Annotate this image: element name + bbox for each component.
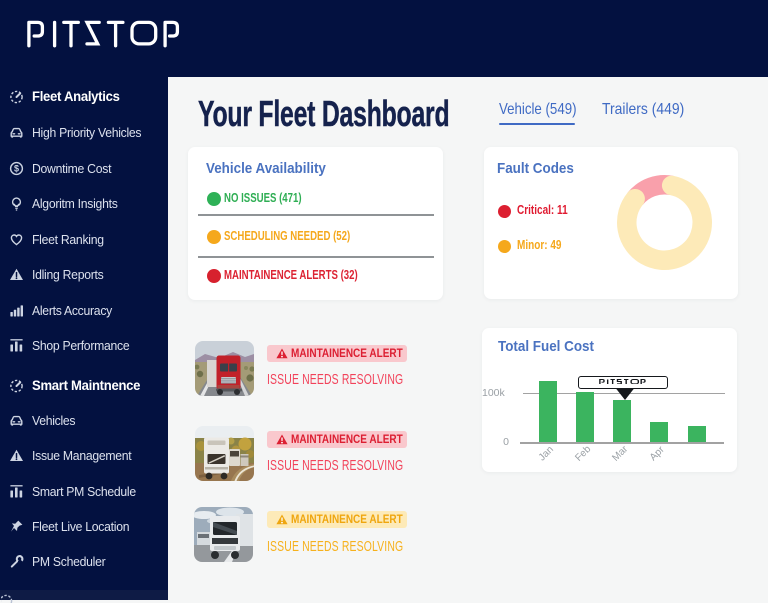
svg-text:$: $ (14, 163, 19, 173)
